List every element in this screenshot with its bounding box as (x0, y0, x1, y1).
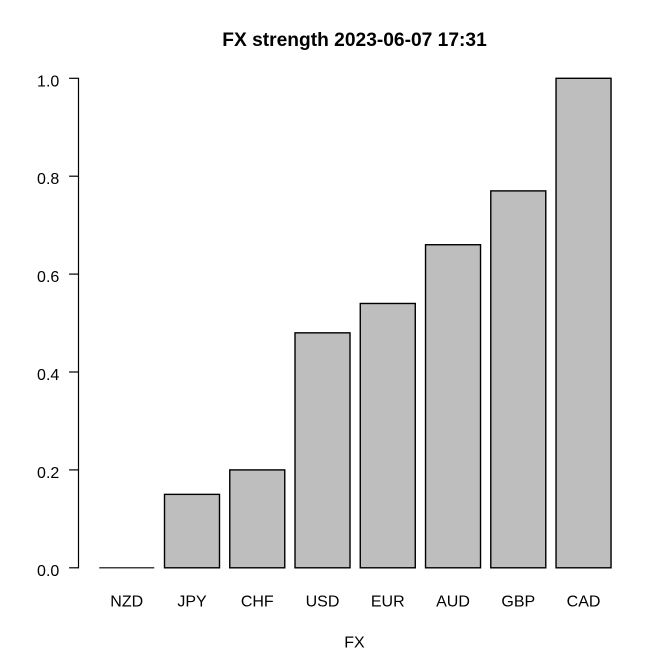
svg-text:EUR: EUR (371, 593, 405, 610)
svg-text:CHF: CHF (241, 593, 274, 610)
svg-text:0.2: 0.2 (37, 465, 59, 482)
svg-text:1.0: 1.0 (37, 73, 59, 90)
svg-text:USD: USD (306, 593, 340, 610)
svg-text:0.8: 0.8 (37, 171, 59, 188)
svg-text:FX strength 2023-06-07 17:31: FX strength 2023-06-07 17:31 (222, 30, 487, 51)
svg-text:0.4: 0.4 (37, 367, 59, 384)
svg-text:NZD: NZD (110, 593, 143, 610)
svg-text:JPY: JPY (177, 593, 207, 610)
svg-text:GBP: GBP (501, 593, 535, 610)
svg-text:0.6: 0.6 (37, 269, 59, 286)
svg-text:AUD: AUD (436, 593, 470, 610)
svg-text:0.0: 0.0 (37, 563, 59, 580)
svg-text:FX: FX (344, 634, 365, 651)
svg-text:CAD: CAD (567, 593, 601, 610)
